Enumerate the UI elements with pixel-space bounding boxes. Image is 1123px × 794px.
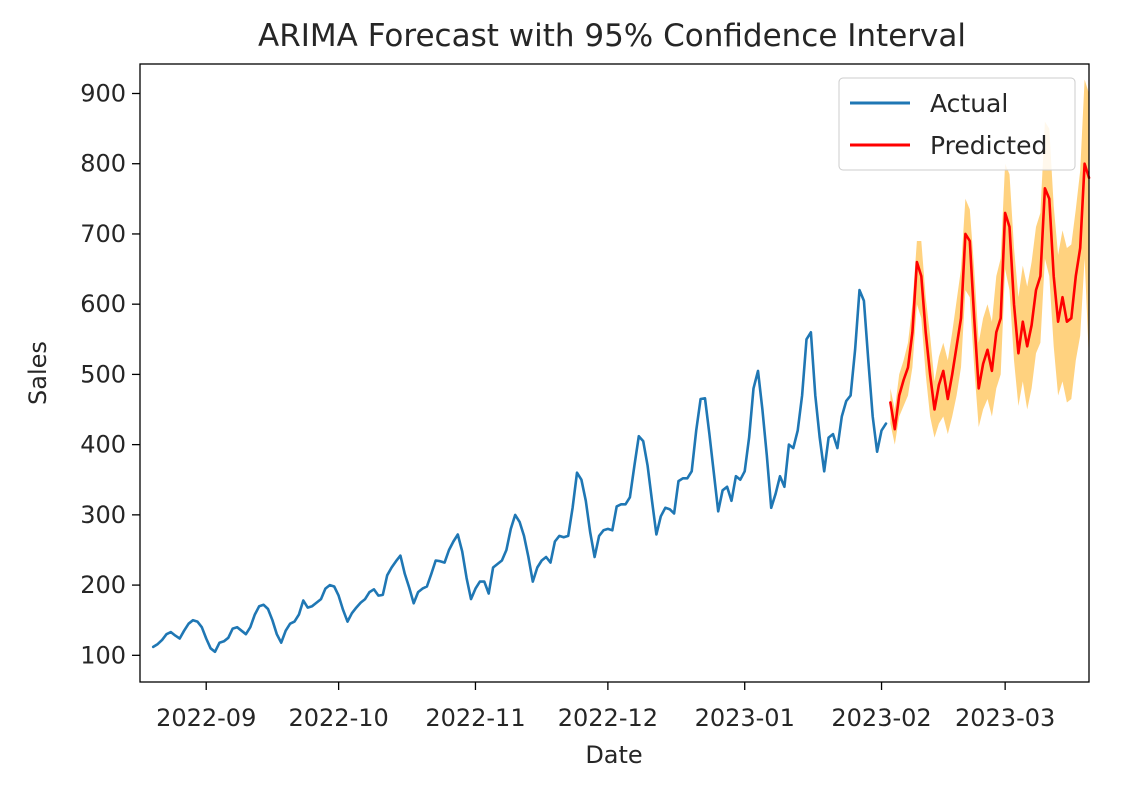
y-tick-label: 700 <box>80 220 126 248</box>
x-tick-label: 2023-03 <box>955 704 1055 732</box>
series-line-actual <box>151 288 888 654</box>
x-axis-ticks: 2022-09 2022-10 2022-11 2022-12 2023-01 2023-… <box>156 682 1055 732</box>
y-tick-label: 100 <box>80 641 126 669</box>
plot-frame <box>139 63 1090 683</box>
y-tick-label: 800 <box>80 150 126 178</box>
x-tick-label: 2022-12 <box>558 704 658 732</box>
x-tick-label: 2022-10 <box>288 704 388 732</box>
x-tick-label: 2023-02 <box>831 704 931 732</box>
y-tick-label: 900 <box>80 79 126 107</box>
series-layer <box>151 162 1091 654</box>
series-line-predicted <box>889 162 1091 431</box>
y-tick-label: 300 <box>80 501 126 529</box>
y-axis-label: Sales <box>24 341 52 405</box>
confidence-interval-band <box>890 79 1089 445</box>
x-tick-label: 2022-09 <box>156 704 256 732</box>
legend: Actual Predicted <box>838 77 1076 171</box>
y-tick-label: 500 <box>80 360 126 388</box>
chart-title: ARIMA Forecast with 95% Confidence Inter… <box>258 18 966 54</box>
legend-actual-label: Actual <box>930 89 1008 118</box>
y-tick-label: 200 <box>80 571 126 599</box>
y-axis-ticks: 100 200 300 400 500 600 700 800 900 <box>80 79 140 669</box>
x-tick-label: 2022-11 <box>425 704 525 732</box>
y-tick-label: 600 <box>80 290 126 318</box>
legend-predicted-label: Predicted <box>930 131 1047 160</box>
confidence-interval-layer <box>890 79 1089 445</box>
legend-box <box>838 77 1076 171</box>
y-tick-label: 400 <box>80 431 126 459</box>
x-tick-label: 2023-01 <box>695 704 795 732</box>
x-axis-label: Date <box>585 741 642 769</box>
